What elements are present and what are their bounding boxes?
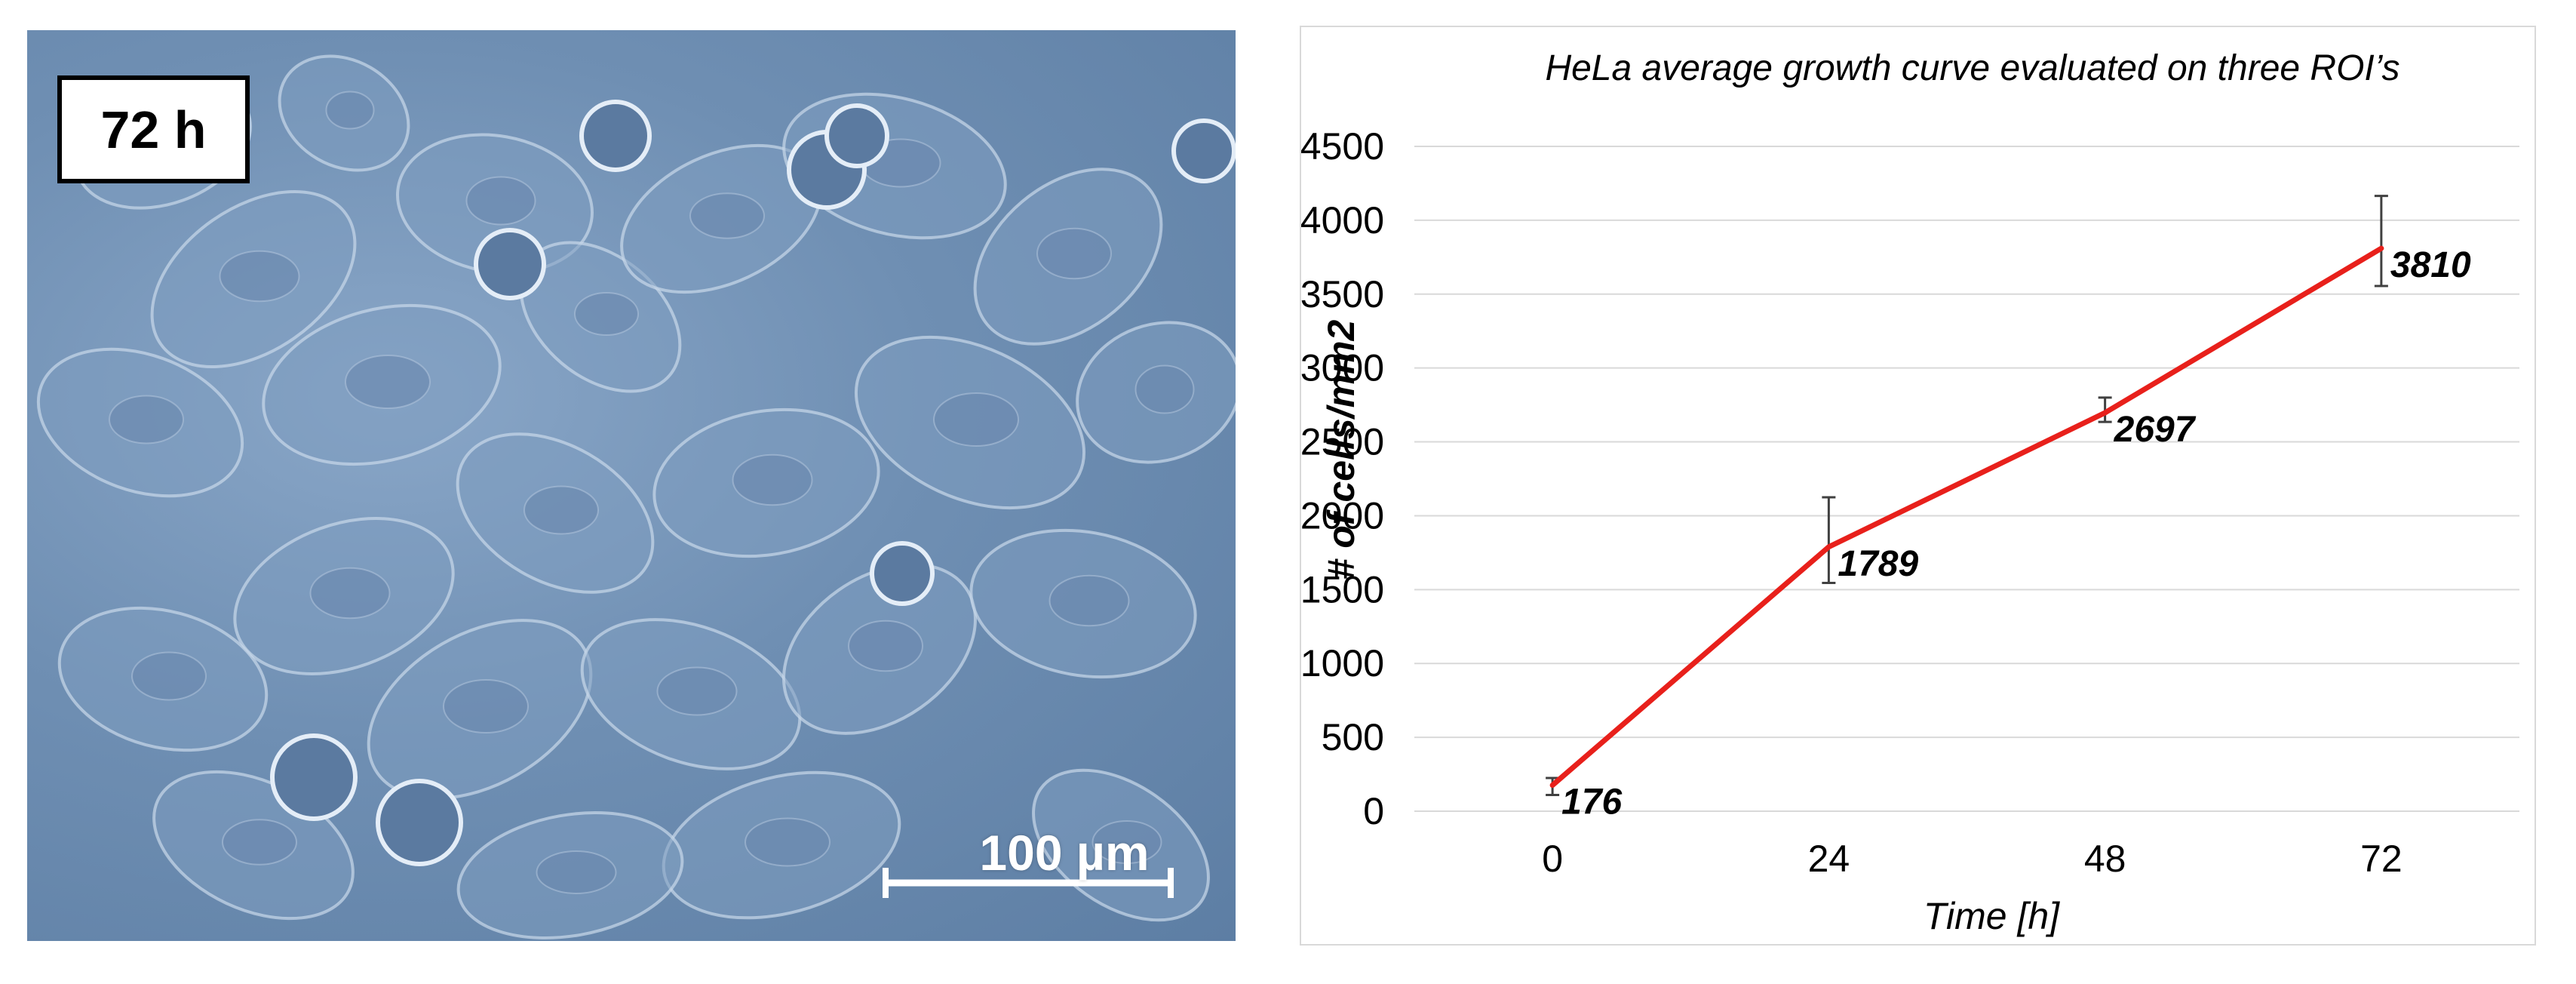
micrograph-panel: 72 h 100 µm [27, 30, 1236, 941]
data-label: 1789 [1838, 544, 1918, 584]
cell-nucleus [443, 679, 529, 733]
y-tick-label: 3500 [1301, 273, 1384, 315]
error-bars [1546, 195, 2388, 796]
cell-nucleus [848, 620, 923, 672]
cell-nucleus [732, 454, 813, 506]
cell-nucleus [309, 567, 391, 620]
cell-nucleus [574, 292, 639, 336]
rounded-cell [824, 103, 889, 168]
rounded-cell [579, 100, 652, 172]
cell-nucleus [1134, 364, 1195, 414]
cell-nucleus [345, 355, 431, 409]
growth-chart: HeLa average growth curve evaluated on t… [1301, 48, 2519, 937]
scale-bar-label: 100 µm [979, 825, 1150, 881]
cell-nucleus [536, 850, 617, 894]
y-tick-label: 1000 [1301, 642, 1384, 684]
data-label: 176 [1561, 783, 1622, 823]
chart-title: HeLa average growth curve evaluated on t… [1545, 48, 2399, 88]
series-line [1549, 245, 2384, 789]
y-tick-label: 2000 [1301, 494, 1384, 537]
time-point-label: 72 h [57, 75, 250, 183]
cell-nucleus [933, 392, 1019, 447]
cell-nucleus [465, 176, 536, 226]
growth-line [1549, 245, 2384, 789]
growth-chart-panel: HeLa average growth curve evaluated on t… [1300, 26, 2536, 946]
y-axis-label: # of cells/mm2 [1320, 320, 1362, 580]
y-tick-label: 500 [1322, 716, 1384, 758]
rounded-cell [474, 228, 546, 300]
cell-nucleus [1049, 574, 1130, 627]
y-tick-label: 2500 [1301, 421, 1384, 463]
cell-nucleus [1036, 227, 1112, 280]
cell-nucleus [219, 250, 300, 303]
y-axis-ticks: 0 500 1000 1500 2000 2500 3000 3500 4000 4500 [1301, 125, 1384, 832]
x-axis-label: Time [h] [1924, 895, 2060, 937]
grid-lines [1414, 146, 2519, 812]
x-tick-label: 48 [2084, 838, 2126, 880]
cell-nucleus [523, 485, 599, 535]
y-tick-label: 4000 [1301, 199, 1384, 241]
x-tick-label: 72 [2360, 838, 2403, 880]
cell-nucleus [131, 651, 207, 701]
data-label: 3810 [2390, 245, 2471, 285]
y-tick-label: 1500 [1301, 568, 1384, 610]
x-tick-label: 24 [1808, 838, 1850, 880]
cell-nucleus [745, 817, 831, 867]
x-axis-ticks: 0 24 48 72 [1542, 838, 2402, 880]
y-tick-label: 4500 [1301, 125, 1384, 168]
data-labels: 176 1789 2697 3810 [1561, 245, 2471, 822]
rounded-cell [1171, 118, 1236, 183]
y-tick-label: 3000 [1301, 347, 1384, 389]
x-tick-label: 0 [1542, 838, 1563, 880]
cell-nucleus [1091, 820, 1162, 864]
rounded-cell [870, 541, 935, 606]
cell-micrograph-image [36, 54, 1236, 939]
cell-nucleus [689, 192, 765, 239]
cell-nucleus [656, 666, 738, 716]
rounded-cell [376, 779, 463, 866]
cell-nucleus [109, 395, 184, 444]
cell-nucleus [222, 819, 297, 866]
rounded-cell [270, 733, 358, 821]
data-label: 2697 [2114, 410, 2197, 450]
y-tick-label: 0 [1363, 790, 1384, 832]
cell-nucleus [325, 91, 375, 130]
